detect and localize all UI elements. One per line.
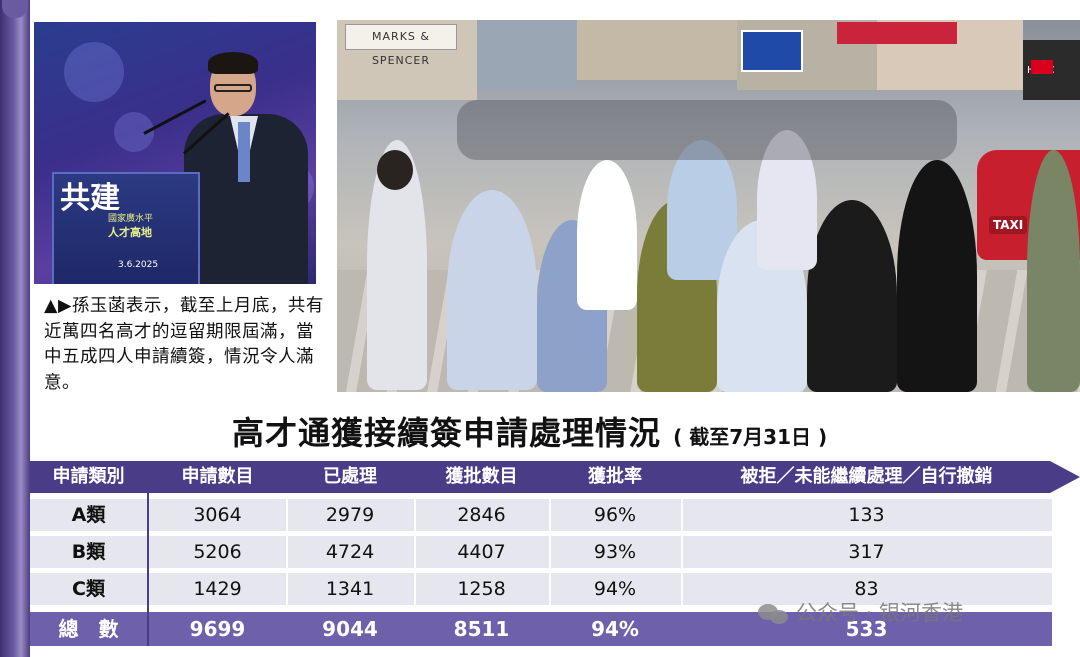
podium-logo-text: 共建 bbox=[60, 181, 120, 216]
row-processed: 4724 bbox=[325, 541, 375, 563]
pedestrian bbox=[1027, 150, 1080, 392]
table-row bbox=[30, 573, 1052, 605]
pedestrian bbox=[577, 160, 637, 310]
header-approved: 獲批數目 bbox=[445, 466, 518, 487]
total-approved: 8511 bbox=[453, 617, 510, 641]
photo-caption: ▲▶孫玉菡表示，截至上月底，共有近萬四名高才的逗留期限屆滿，當中五成四人申請續簽… bbox=[44, 296, 324, 393]
row-processed: 2979 bbox=[325, 504, 375, 526]
pedestrian bbox=[807, 200, 897, 392]
row-processed: 1341 bbox=[325, 578, 375, 600]
table-title-text: 高才通獲接續簽申請處理情況 bbox=[232, 414, 662, 452]
podium-slogan: 國家廣水平 人才高地 bbox=[108, 212, 153, 240]
category-column-divider bbox=[147, 461, 149, 646]
podium-date: 3.6.2025 bbox=[118, 260, 159, 270]
total-category: 總 數 bbox=[58, 617, 119, 641]
podium-slogan-line: 人才高地 bbox=[108, 226, 152, 239]
column-divider bbox=[549, 493, 551, 612]
street-direction-sign bbox=[741, 30, 803, 72]
table-title: 高才通獲接續簽申請處理情況 ( 截至7月31日 ) bbox=[232, 408, 828, 452]
row-category: A類 bbox=[71, 504, 106, 526]
wechat-watermark: 公众号 · 银河香港 bbox=[758, 598, 963, 628]
speaker-photo: 共建 國家廣水平 人才高地 3.6.2025 bbox=[34, 22, 316, 284]
row-category: C類 bbox=[72, 578, 105, 600]
row-approved: 4407 bbox=[457, 541, 506, 563]
row-approved: 2846 bbox=[457, 504, 506, 526]
street-crowd-photo: MARKS & SPENCER HSBC TAXI bbox=[337, 20, 1080, 392]
bank-logo bbox=[1031, 60, 1053, 74]
table-total-row bbox=[30, 612, 1052, 646]
header-rejected: 被拒／未能繼續處理／自行撤銷 bbox=[740, 466, 993, 487]
column-divider bbox=[414, 493, 416, 612]
pedestrian-head bbox=[377, 150, 413, 190]
row-approval-rate: 93% bbox=[593, 541, 637, 563]
bokeh-light bbox=[64, 42, 124, 102]
podium-slogan-line: 國家廣水平 bbox=[108, 214, 154, 224]
total-applications: 9699 bbox=[189, 617, 246, 641]
taxi-sign: TAXI bbox=[989, 216, 1028, 234]
total-rejected: 533 bbox=[845, 617, 888, 641]
total-approval-rate: 94% bbox=[591, 617, 639, 641]
shop-sign bbox=[837, 22, 957, 44]
total-processed: 9044 bbox=[322, 617, 378, 641]
row-approved: 1258 bbox=[457, 578, 506, 600]
row-applications: 3064 bbox=[193, 504, 242, 526]
row-category: B類 bbox=[71, 541, 106, 563]
building bbox=[577, 20, 737, 80]
podium bbox=[52, 172, 200, 284]
background-crowd bbox=[457, 100, 957, 160]
building bbox=[477, 20, 577, 90]
header-approval-rate: 獲批率 bbox=[588, 466, 642, 487]
table-header-band bbox=[30, 461, 1080, 493]
row-approval-rate: 94% bbox=[593, 578, 637, 600]
table-row bbox=[30, 536, 1052, 568]
row-applications: 5206 bbox=[193, 541, 242, 563]
pedestrian bbox=[897, 160, 977, 392]
column-divider bbox=[286, 493, 288, 612]
speaker-glasses bbox=[214, 84, 252, 92]
pillar-cap-decoration bbox=[2, 0, 28, 18]
row-applications: 1429 bbox=[193, 578, 242, 600]
row-rejected: 83 bbox=[854, 578, 879, 600]
header-category: 申請類別 bbox=[52, 466, 125, 487]
left-pillar-decoration bbox=[0, 0, 30, 657]
watermark-text: 公众号 · 银河香港 bbox=[796, 601, 964, 625]
column-divider bbox=[681, 493, 683, 612]
table-row bbox=[30, 499, 1052, 531]
pedestrian bbox=[447, 190, 537, 390]
speaker-hair bbox=[208, 52, 258, 74]
pedestrian bbox=[757, 130, 817, 270]
row-rejected: 133 bbox=[848, 504, 885, 526]
speaker-tie bbox=[238, 122, 250, 182]
store-sign: MARKS & SPENCER bbox=[345, 24, 457, 67]
wechat-icon bbox=[758, 602, 790, 624]
header-processed: 已處理 bbox=[323, 466, 377, 487]
row-approval-rate: 96% bbox=[593, 504, 637, 526]
row-rejected: 317 bbox=[848, 541, 885, 563]
header-applications: 申請數目 bbox=[181, 466, 254, 487]
table-subtitle: ( 截至7月31日 ) bbox=[673, 425, 828, 449]
